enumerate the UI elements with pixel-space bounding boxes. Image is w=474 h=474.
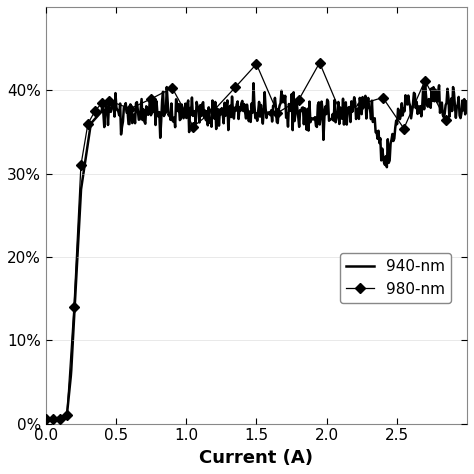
940-nm (252, 102, 257, 108)
980-nm (296, 97, 301, 103)
940-nm (251, 81, 256, 86)
980-nm (64, 412, 70, 418)
X-axis label: Current (A): Current (A) (200, 449, 313, 467)
Legend: 940-nm, 980-nm: 940-nm, 980-nm (340, 253, 451, 303)
980-nm (57, 417, 63, 422)
980-nm (191, 124, 196, 129)
980-nm (127, 106, 133, 111)
980-nm (274, 110, 280, 116)
940-nm (381, 160, 387, 165)
980-nm (338, 110, 344, 116)
980-nm (380, 95, 386, 100)
980-nm (99, 100, 105, 106)
980-nm (254, 61, 259, 67)
980-nm (148, 96, 154, 102)
940-nm (223, 113, 228, 118)
940-nm (43, 417, 49, 422)
980-nm (401, 126, 407, 131)
980-nm (422, 78, 428, 83)
940-nm (454, 104, 460, 109)
980-nm (359, 101, 365, 107)
980-nm (78, 163, 84, 168)
980-nm (85, 121, 91, 127)
980-nm (92, 108, 98, 114)
940-nm (220, 110, 226, 116)
980-nm (43, 417, 49, 422)
940-nm (464, 99, 470, 104)
980-nm (71, 304, 77, 310)
980-nm (443, 117, 449, 122)
980-nm (106, 98, 112, 104)
Line: 980-nm: 980-nm (42, 59, 450, 423)
980-nm (211, 107, 217, 113)
Line: 940-nm: 940-nm (46, 83, 467, 419)
980-nm (50, 417, 55, 422)
940-nm (277, 103, 283, 109)
980-nm (169, 85, 175, 91)
980-nm (233, 84, 238, 90)
980-nm (317, 60, 322, 65)
